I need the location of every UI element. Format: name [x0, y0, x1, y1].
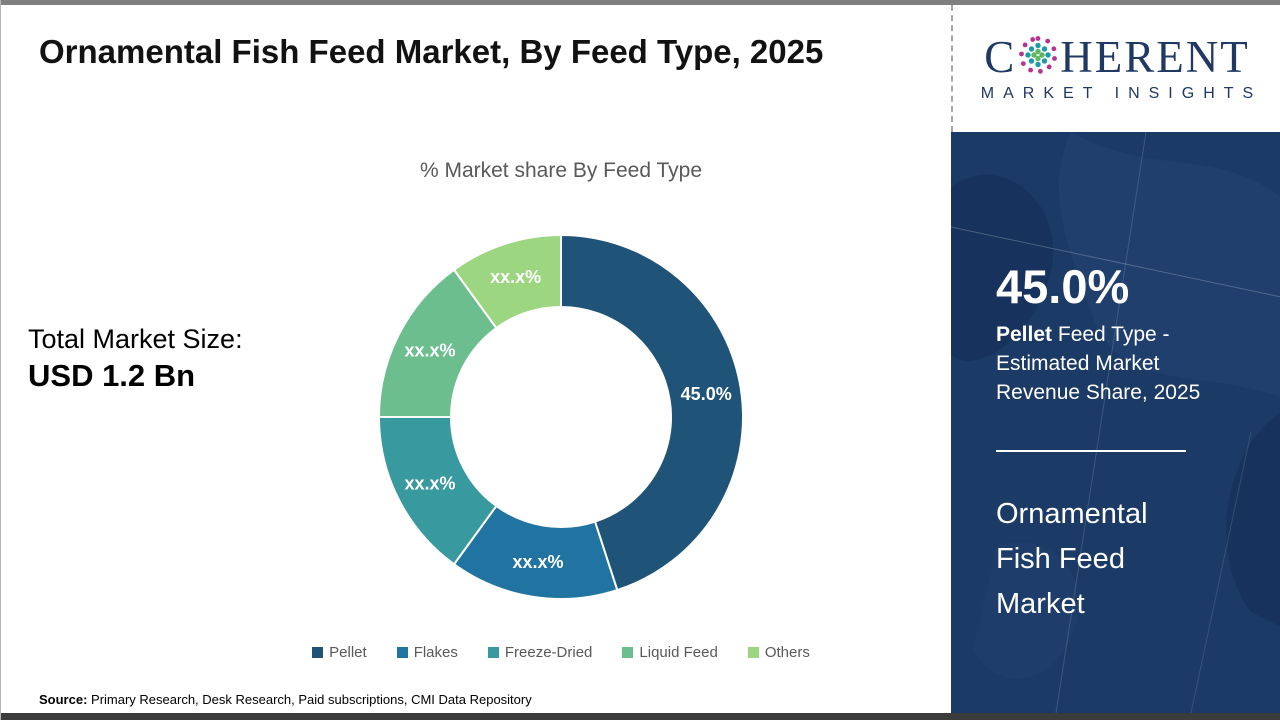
donut-slice-label: xx.x%	[404, 474, 455, 494]
bottom-border-bar	[1, 713, 1280, 720]
legend-item-flakes: Flakes	[396, 644, 458, 661]
legend-label: Others	[764, 644, 810, 661]
page-title: Ornamental Fish Feed Market, By Feed Typ…	[39, 33, 824, 70]
chart-legend: Pellet Flakes Freeze-Dried Liquid Feed Other…	[161, 644, 961, 661]
highlight-stat-segment: Pellet	[996, 323, 1053, 347]
source-label: Source:	[39, 692, 88, 707]
side-panel-content: 45.0% Pellet Feed Type - Estimated Marke…	[951, 260, 1280, 627]
highlight-side-panel: 45.0% Pellet Feed Type - Estimated Marke…	[951, 132, 1280, 713]
source-text: Primary Research, Desk Research, Paid su…	[87, 692, 532, 707]
coherent-globe-dots-icon	[1019, 36, 1058, 74]
panel-divider-line	[996, 449, 1186, 452]
legend-marker	[312, 647, 324, 658]
legend-marker	[396, 647, 408, 658]
legend-item-liquid-feed: Liquid Feed	[622, 644, 718, 661]
source-line: Source: Primary Research, Desk Research,…	[39, 692, 532, 707]
donut-slice-pellet	[560, 233, 744, 592]
donut-slice-others	[452, 233, 562, 330]
brand-logo-text-c: C	[984, 31, 1017, 82]
highlight-stat-value: 45.0%	[996, 260, 1130, 313]
donut-slice-label: xx.x%	[490, 267, 541, 287]
world-map-texture	[951, 132, 1280, 713]
donut-slice-label: 45.0%	[681, 384, 732, 404]
legend-item-pellet: Pellet	[312, 644, 367, 661]
donut-slice-label: xx.x%	[404, 340, 455, 360]
top-border-bar	[1, 0, 1280, 5]
legend-marker	[747, 647, 759, 658]
legend-marker	[622, 647, 634, 658]
brand-logo-text-herent: HERENT	[1060, 31, 1250, 82]
total-market-size-value: USD 1.2 Bn	[28, 358, 196, 393]
legend-item-others: Others	[747, 644, 810, 661]
brand-logo: C	[951, 5, 1280, 132]
total-market-size: Total Market Size: USD 1.2 Bn	[28, 324, 243, 394]
donut-chart: 45.0% xx.x% xx.x% xx.x% xx.x%	[377, 233, 744, 600]
legend-label: Liquid Feed	[639, 644, 718, 661]
legend-label: Freeze-Dried	[504, 644, 593, 661]
brand-logo-wordmark: C	[984, 31, 1250, 82]
legend-label: Pellet	[329, 644, 367, 661]
legend-marker	[487, 647, 499, 658]
highlight-stat-description: Pellet Feed Type - Estimated Market Reve…	[996, 321, 1216, 408]
panel-report-title: Ornamental Fish Feed Market	[996, 497, 1148, 620]
highlight-stat-rest: Feed Type - Estimated Market Revenue Sha…	[996, 323, 1201, 404]
total-market-size-label: Total Market Size:	[28, 324, 243, 354]
legend-item-freeze-dried: Freeze-Dried	[487, 644, 593, 661]
donut-slice-label: xx.x%	[512, 552, 563, 572]
brand-logo-subtitle: MARKET INSIGHTS	[980, 84, 1263, 102]
legend-label: Flakes	[413, 644, 458, 661]
chart-subtitle: % Market share By Feed Type	[419, 159, 703, 182]
